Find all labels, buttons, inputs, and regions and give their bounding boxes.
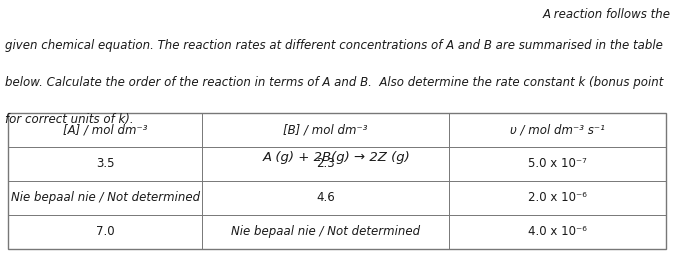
Text: 2.0 x 10⁻⁶: 2.0 x 10⁻⁶	[528, 192, 587, 204]
Text: below. Calculate the order of the reaction in terms of A and B.  Also determine : below. Calculate the order of the reacti…	[5, 76, 664, 89]
Text: 4.0 x 10⁻⁶: 4.0 x 10⁻⁶	[528, 226, 587, 239]
Text: Nie bepaal nie / Not determined: Nie bepaal nie / Not determined	[231, 226, 420, 239]
Text: 2.3: 2.3	[316, 157, 335, 170]
Text: [B] / mol dm⁻³: [B] / mol dm⁻³	[283, 123, 368, 136]
Text: A reaction follows the: A reaction follows the	[543, 8, 671, 21]
Text: υ / mol dm⁻³ s⁻¹: υ / mol dm⁻³ s⁻¹	[510, 123, 605, 136]
Text: 4.6: 4.6	[316, 192, 335, 204]
Text: 5.0 x 10⁻⁷: 5.0 x 10⁻⁷	[528, 157, 587, 170]
Text: given chemical equation. The reaction rates at different concentrations of A and: given chemical equation. The reaction ra…	[5, 39, 663, 52]
Text: 3.5: 3.5	[96, 157, 115, 170]
Text: 7.0: 7.0	[96, 226, 115, 239]
Text: [A] / mol dm⁻³: [A] / mol dm⁻³	[63, 123, 148, 136]
Text: A (g) + 2B(g) → 2Z (g): A (g) + 2B(g) → 2Z (g)	[263, 151, 411, 164]
Text: for correct units of k).: for correct units of k).	[5, 113, 134, 125]
Bar	[8, 113, 666, 249]
Text: Nie bepaal nie / Not determined: Nie bepaal nie / Not determined	[11, 192, 200, 204]
